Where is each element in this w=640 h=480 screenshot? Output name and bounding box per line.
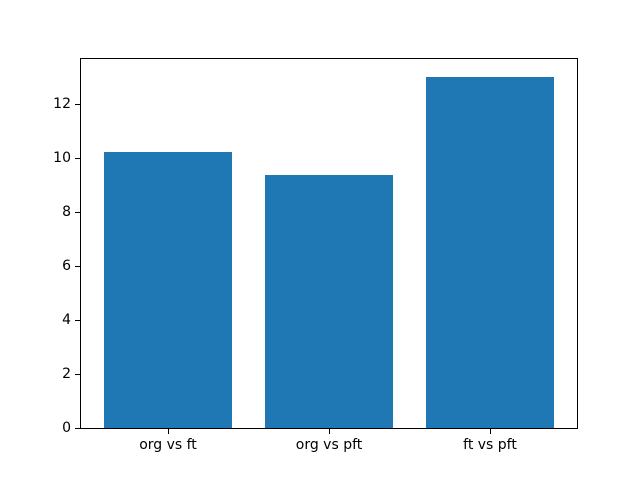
y-tick-label: 12: [53, 95, 71, 112]
bar-ft-vs-pft: [425, 76, 555, 428]
x-tick-label: ft vs pft: [463, 437, 517, 453]
y-tick-mark: [75, 319, 80, 321]
x-tick-label: org vs ft: [139, 437, 197, 453]
x-tick-mark: [490, 429, 491, 434]
x-tick-mark: [168, 429, 169, 434]
y-tick-mark: [75, 428, 80, 429]
x-tick-mark: [329, 429, 330, 434]
y-tick-label: 2: [62, 365, 71, 382]
bar-org-vs-ft: [103, 152, 233, 428]
y-tick-label: 4: [62, 311, 71, 328]
y-tick-mark: [75, 373, 80, 375]
y-tick-mark: [75, 103, 80, 105]
bar-org-vs-pft: [264, 175, 394, 428]
x-tick-label: org vs pft: [295, 437, 363, 453]
y-tick-label: 10: [53, 149, 71, 166]
plot-area: 0 2 4 6 8 10 12 org vs ft org vs pft ft vs pft: [53, 58, 578, 453]
y-tick-mark: [75, 157, 80, 159]
y-tick-label: 0: [62, 420, 71, 436]
y-tick-mark: [75, 211, 80, 213]
y-tick-label: 6: [62, 257, 71, 274]
y-tick-mark: [75, 265, 80, 267]
y-tick-label: 8: [62, 203, 71, 220]
